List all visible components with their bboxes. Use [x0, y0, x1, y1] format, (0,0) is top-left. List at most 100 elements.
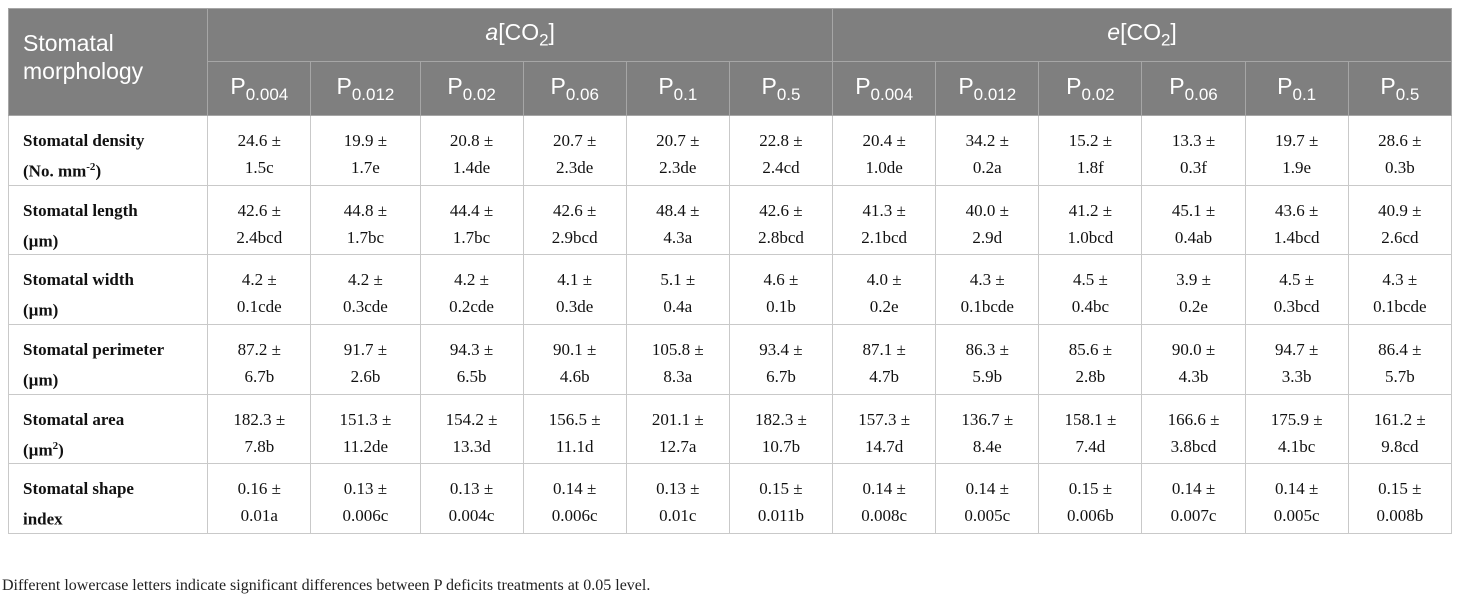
table-cell: 40.0 ±2.9d	[935, 184, 1040, 256]
table-cell: 0.16 ±0.01a	[207, 463, 312, 534]
table-cell: 0.14 ±0.008c	[832, 463, 937, 534]
table-cell: 87.2 ±6.7b	[207, 323, 312, 395]
table-cell: 91.7 ±2.6b	[310, 323, 421, 395]
table-cell: 4.1 ±0.3de	[522, 254, 627, 325]
row-label: Stomatal length (µm)	[7, 184, 209, 256]
table-cell: 0.14 ±0.007c	[1141, 463, 1246, 534]
column-header: P0.5	[1347, 61, 1453, 116]
table-cell: 19.9 ±1.7e	[310, 115, 421, 186]
table-row: Stomatal length (µm) 42.6 ±2.4bcd 44.8 ±1.7…	[7, 184, 1453, 256]
table-cell: 4.3 ±0.1bcde	[1347, 254, 1453, 325]
table-row: Stomatal density (No. mm-2) 24.6 ±1.5c 19.9…	[7, 115, 1453, 186]
table-cell: 15.2 ±1.8f	[1038, 115, 1143, 186]
stomatal-morphology-table: Stomatal morphology a[CO2] e[CO2] P0.004…	[7, 8, 1453, 534]
row-label: Stomatal width (µm)	[7, 254, 209, 325]
table-cell: 0.15 ±0.008b	[1347, 463, 1453, 534]
row-label: Stomatal shape index	[7, 463, 209, 534]
table-cell: 4.5 ±0.4bc	[1038, 254, 1143, 325]
table-cell: 0.13 ±0.006c	[310, 463, 421, 534]
table-cell: 90.0 ±4.3b	[1141, 323, 1246, 395]
table-cell: 20.7 ±2.3de	[625, 115, 730, 186]
table-cell: 0.15 ±0.006b	[1038, 463, 1143, 534]
table-cell: 20.8 ±1.4de	[419, 115, 524, 186]
table-cell: 161.2 ±9.8cd	[1347, 393, 1453, 465]
table-container: Stomatal morphology a[CO2] e[CO2] P0.004…	[7, 8, 1453, 534]
table-cell: 4.0 ±0.2e	[832, 254, 937, 325]
table-row: Stomatal perimeter (µm) 87.2 ±6.7b 91.7 ±2.…	[7, 323, 1453, 395]
table-footnote: Different lowercase letters indicate sig…	[2, 577, 651, 594]
table-cell: 4.2 ±0.2cde	[419, 254, 524, 325]
table-cell: 4.6 ±0.1b	[728, 254, 834, 325]
table-cell: 5.1 ±0.4a	[625, 254, 730, 325]
table-cell: 41.3 ±2.1bcd	[832, 184, 937, 256]
header-corner-label: Stomatal morphology	[23, 30, 144, 84]
table-cell: 24.6 ±1.5c	[207, 115, 312, 186]
column-header: P0.004	[832, 61, 937, 116]
table-cell: 151.3 ±11.2de	[310, 393, 421, 465]
table-cell: 90.1 ±4.6b	[522, 323, 627, 395]
column-header: P0.5	[728, 61, 834, 116]
header-corner: Stomatal morphology	[7, 8, 209, 116]
table-cell: 154.2 ±13.3d	[419, 393, 524, 465]
table-cell: 0.14 ±0.006c	[522, 463, 627, 534]
column-header: P0.1	[1244, 61, 1349, 116]
row-label: Stomatal perimeter (µm)	[7, 323, 209, 395]
table-row: Stomatal shape index 0.16 ±0.01a 0.13 ±0.00…	[7, 463, 1453, 534]
column-header: P0.012	[935, 61, 1040, 116]
table-cell: 0.15 ±0.011b	[728, 463, 834, 534]
table-cell: 94.3 ±6.5b	[419, 323, 524, 395]
table-cell: 40.9 ±2.6cd	[1347, 184, 1453, 256]
table-cell: 34.2 ±0.2a	[935, 115, 1040, 186]
table-cell: 86.4 ±5.7b	[1347, 323, 1453, 395]
column-header: P0.1	[625, 61, 730, 116]
table-row: Stomatal width (µm) 4.2 ±0.1cde 4.2 ±0.3cde…	[7, 254, 1453, 325]
table-cell: 28.6 ±0.3b	[1347, 115, 1453, 186]
table-cell: 166.6 ±3.8bcd	[1141, 393, 1246, 465]
table-cell: 45.1 ±0.4ab	[1141, 184, 1246, 256]
table-cell: 20.7 ±2.3de	[522, 115, 627, 186]
table-cell: 20.4 ±1.0de	[832, 115, 937, 186]
column-header-row: P0.004 P0.012 P0.02 P0.06 P0.1 P0.5 P0.004 P0.0…	[9, 61, 1453, 116]
table-cell: 43.6 ±1.4bcd	[1244, 184, 1349, 256]
table-cell: 13.3 ±0.3f	[1141, 115, 1246, 186]
row-label: Stomatal density (No. mm-2)	[7, 115, 209, 186]
table-cell: 3.9 ±0.2e	[1141, 254, 1246, 325]
column-header: P0.02	[1038, 61, 1143, 116]
table-cell: 86.3 ±5.9b	[935, 323, 1040, 395]
table-cell: 4.2 ±0.1cde	[207, 254, 312, 325]
table-cell: 0.14 ±0.005c	[1244, 463, 1349, 534]
table-cell: 175.9 ±4.1bc	[1244, 393, 1349, 465]
header-group-ambient-co2: a[CO2]	[207, 8, 834, 62]
table-cell: 157.3 ±14.7d	[832, 393, 937, 465]
table-cell: 42.6 ±2.8bcd	[728, 184, 834, 256]
table-cell: 44.8 ±1.7bc	[310, 184, 421, 256]
table-cell: 0.13 ±0.01c	[625, 463, 730, 534]
table-cell: 158.1 ±7.4d	[1038, 393, 1143, 465]
row-label: Stomatal area (µm2)	[7, 393, 209, 465]
table-row: Stomatal area (µm2) 182.3 ±7.8b 151.3 ±11.2…	[7, 393, 1453, 465]
table-cell: 22.8 ±2.4cd	[728, 115, 834, 186]
column-header: P0.012	[310, 61, 421, 116]
table-cell: 87.1 ±4.7b	[832, 323, 937, 395]
table-cell: 105.8 ±8.3a	[625, 323, 730, 395]
table-cell: 93.4 ±6.7b	[728, 323, 834, 395]
table-cell: 48.4 ±4.3a	[625, 184, 730, 256]
table-cell: 201.1 ±12.7a	[625, 393, 730, 465]
table-cell: 0.14 ±0.005c	[935, 463, 1040, 534]
table-cell: 44.4 ±1.7bc	[419, 184, 524, 256]
column-header: P0.004	[207, 61, 312, 116]
table-cell: 94.7 ±3.3b	[1244, 323, 1349, 395]
table-cell: 4.3 ±0.1bcde	[935, 254, 1040, 325]
header-group-elevated-co2: e[CO2]	[832, 8, 1452, 62]
table-cell: 156.5 ±11.1d	[522, 393, 627, 465]
table-cell: 19.7 ±1.9e	[1244, 115, 1349, 186]
table-cell: 4.5 ±0.3bcd	[1244, 254, 1349, 325]
table-cell: 42.6 ±2.9bcd	[522, 184, 627, 256]
table-cell: 41.2 ±1.0bcd	[1038, 184, 1143, 256]
table-cell: 42.6 ±2.4bcd	[207, 184, 312, 256]
column-header: P0.06	[522, 61, 627, 116]
table-cell: 4.2 ±0.3cde	[310, 254, 421, 325]
column-header: P0.02	[419, 61, 524, 116]
table-cell: 0.13 ±0.004c	[419, 463, 524, 534]
column-header: P0.06	[1141, 61, 1246, 116]
